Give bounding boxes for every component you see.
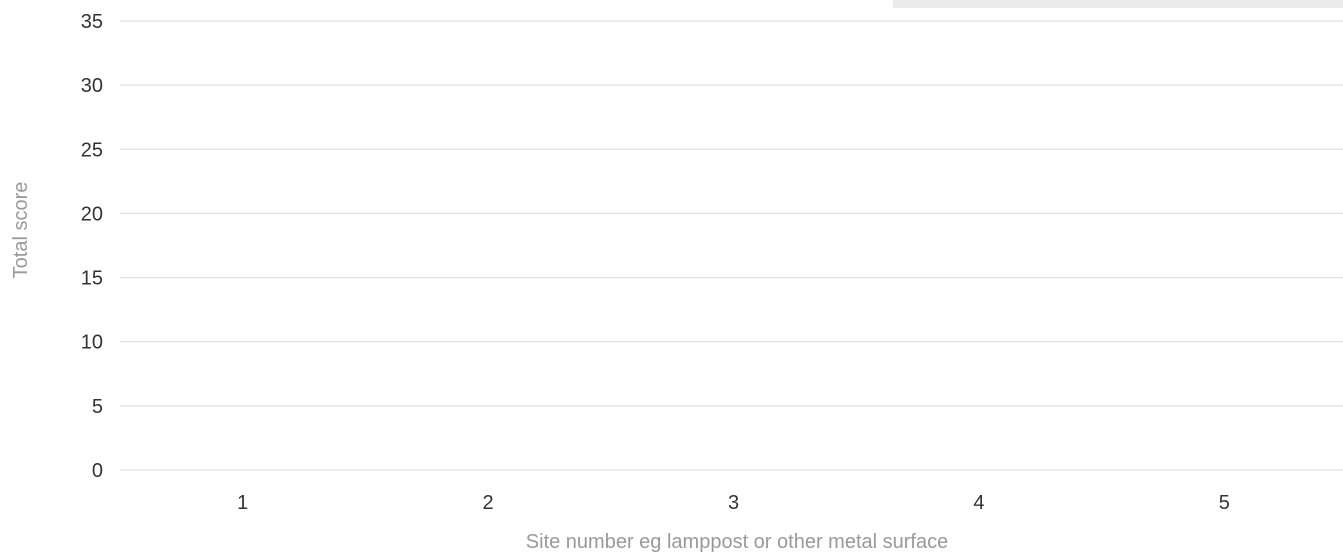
y-tick-label: 15 <box>81 268 103 290</box>
legend-box <box>893 0 1343 8</box>
gridlines <box>120 20 1343 471</box>
y-axis-ticks: 0 5 10 15 20 25 30 35 <box>81 11 103 482</box>
y-tick-label: 35 <box>81 11 103 33</box>
y-axis-title: Total score <box>10 182 32 279</box>
y-tick-label: 25 <box>81 139 103 161</box>
y-tick-label: 20 <box>81 203 103 225</box>
y-tick-label: 0 <box>92 460 103 482</box>
x-axis-ticks: 1 2 3 4 5 <box>237 492 1230 514</box>
x-tick-label: 4 <box>973 492 984 514</box>
y-tick-label: 30 <box>81 75 103 97</box>
x-tick-label: 3 <box>728 492 739 514</box>
x-tick-label: 1 <box>237 492 248 514</box>
y-tick-label: 10 <box>81 332 103 354</box>
x-axis-title: Site number eg lamppost or other metal s… <box>526 531 948 553</box>
x-tick-label: 2 <box>483 492 494 514</box>
y-tick-label: 5 <box>92 396 103 418</box>
x-tick-label: 5 <box>1219 492 1230 514</box>
